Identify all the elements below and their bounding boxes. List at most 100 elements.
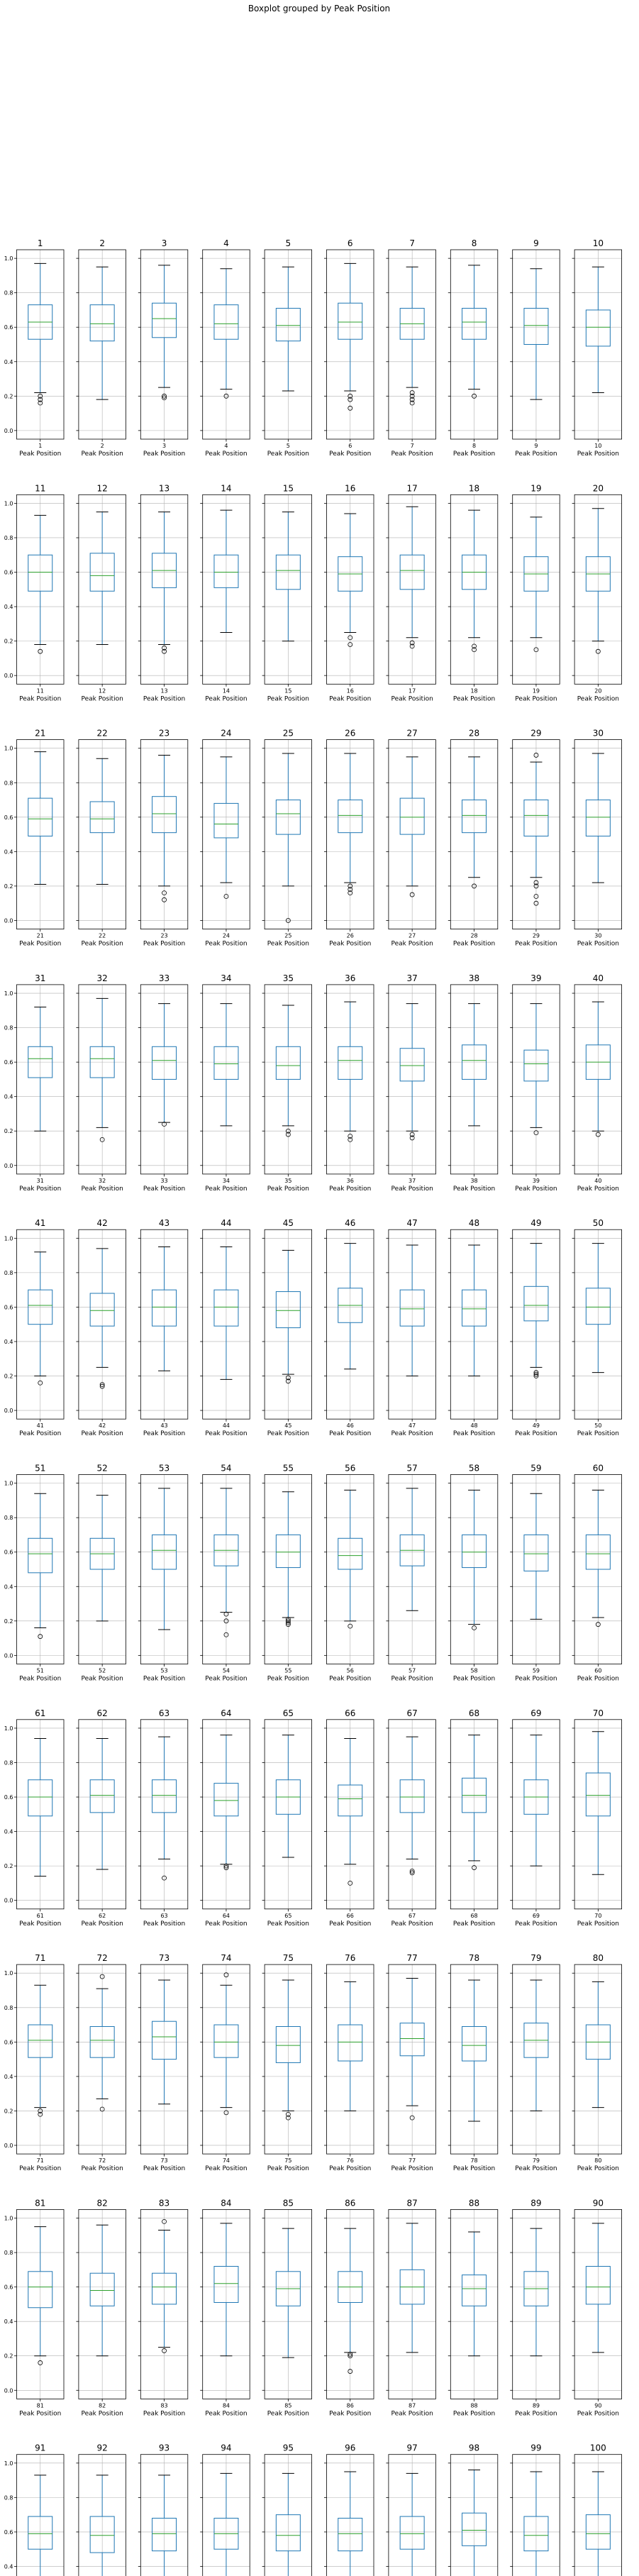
subplot-title: 3 xyxy=(162,238,167,248)
x-tick-label: 4 xyxy=(224,443,228,449)
outlier-point xyxy=(348,890,353,896)
x-tick-label: 21 xyxy=(37,933,44,939)
x-tick-label: 50 xyxy=(594,1422,601,1429)
subplot-title: 38 xyxy=(469,973,479,983)
subplot-title: 95 xyxy=(283,2443,294,2453)
outlier-point xyxy=(533,1370,539,1376)
subplot-93: 9393Peak Position xyxy=(138,2443,189,2576)
y-tick-label: 0.2 xyxy=(4,639,13,645)
y-tick-label: 1.0 xyxy=(4,1725,13,1732)
box xyxy=(523,1534,549,1571)
outlier-point xyxy=(99,1383,105,1389)
x-tick-label: 76 xyxy=(347,2157,354,2164)
outlier-point xyxy=(409,390,415,395)
outlier-point xyxy=(348,887,353,892)
x-tick-label: 83 xyxy=(160,2402,167,2409)
y-tick-label: 0.0 xyxy=(4,1163,13,1169)
x-tick-label: 25 xyxy=(284,933,291,939)
outlier-point xyxy=(472,393,477,399)
box xyxy=(152,1534,177,1570)
y-tick-label: 0.4 xyxy=(4,359,13,365)
outlier-point xyxy=(533,900,539,906)
x-tick-label: 12 xyxy=(99,687,106,694)
subplot-23: 23 23 Peak Position xyxy=(138,729,189,948)
outlier-point xyxy=(533,1371,539,1377)
x-tick-label: 35 xyxy=(284,1178,291,1184)
y-tick-label: 0.2 xyxy=(4,2353,13,2360)
x-tick-label: 36 xyxy=(347,1178,354,1184)
y-tick-label: 0.2 xyxy=(4,1863,13,1869)
outlier-point xyxy=(38,393,43,399)
x-tick-label: 7 xyxy=(411,443,414,449)
y-tick-label: 0.6 xyxy=(4,324,13,331)
box xyxy=(89,801,115,834)
axes-frame xyxy=(16,2454,65,2576)
box xyxy=(275,800,301,835)
x-tick-label: 30 xyxy=(594,933,601,939)
subplot-title: 19 xyxy=(530,483,541,493)
outlier-point xyxy=(285,1618,291,1624)
x-tick-label: 14 xyxy=(223,687,230,694)
subplot-title: 22 xyxy=(97,729,108,739)
x-axis-label: Peak Position xyxy=(205,450,247,458)
y-tick-label: 0.6 xyxy=(4,2284,13,2291)
x-axis-label: Peak Position xyxy=(205,2410,247,2417)
outlier-point xyxy=(348,2351,353,2357)
outlier-point xyxy=(162,648,167,654)
x-tick-label: 81 xyxy=(37,2402,44,2409)
x-axis-label: Peak Position xyxy=(267,1185,309,1193)
subplot-title: 85 xyxy=(283,2198,294,2208)
x-axis-label: Peak Position xyxy=(329,2410,371,2417)
box xyxy=(462,1289,487,1327)
subplot-title: 40 xyxy=(593,973,604,983)
x-axis-label: Peak Position xyxy=(391,1920,433,1928)
x-tick-label: 55 xyxy=(284,1668,291,1674)
subplot-title: 28 xyxy=(469,729,479,739)
x-tick-label: 41 xyxy=(37,1422,44,1429)
x-axis-label: Peak Position xyxy=(329,1676,371,1683)
box xyxy=(462,308,487,340)
x-axis-label: Peak Position xyxy=(82,1920,123,1928)
subplot-title: 6 xyxy=(348,238,353,248)
box xyxy=(462,2025,487,2062)
x-axis-label: Peak Position xyxy=(19,695,61,702)
outlier-point xyxy=(38,400,43,406)
outlier-point xyxy=(595,1132,601,1137)
box xyxy=(152,796,177,834)
x-tick-label: 54 xyxy=(223,1668,230,1674)
x-tick-label: 1 xyxy=(38,443,42,449)
subplot-30: 30 30 Peak Position xyxy=(572,729,622,948)
x-axis-label: Peak Position xyxy=(205,1920,247,1928)
x-axis-label: Peak Position xyxy=(267,1676,309,1683)
subplot-title: 86 xyxy=(345,2198,355,2208)
box xyxy=(213,1783,239,1817)
subplot-title: 91 xyxy=(35,2443,45,2453)
y-tick-label: 0.2 xyxy=(4,883,13,890)
subplot-title: 50 xyxy=(593,1218,604,1228)
x-tick-label: 34 xyxy=(223,1178,230,1184)
box xyxy=(523,1286,549,1322)
x-tick-label: 75 xyxy=(284,2157,291,2164)
x-tick-label: 51 xyxy=(37,1668,44,1674)
outlier-point xyxy=(38,1380,43,1386)
subplot-title: 41 xyxy=(35,1218,45,1228)
subplot-title: 35 xyxy=(283,973,294,983)
x-axis-label: Peak Position xyxy=(143,1676,185,1683)
subplot-title: 97 xyxy=(407,2443,418,2453)
outlier-point xyxy=(533,1373,539,1378)
x-axis-label: Peak Position xyxy=(267,1920,309,1928)
y-tick-label: 0.0 xyxy=(4,1408,13,1414)
